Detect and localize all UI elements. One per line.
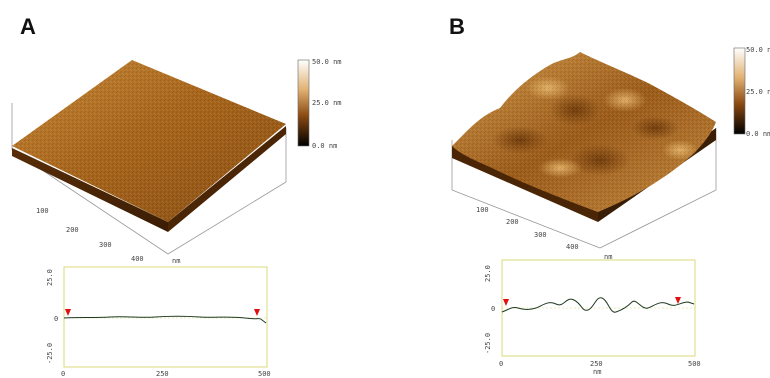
panel-a-scale-mid: 25.0 nm — [312, 99, 342, 107]
panel-a-marker-right — [254, 309, 260, 316]
panel-a-profile-xtick: 250 — [156, 370, 169, 378]
panel-b-axis-tick: 400 — [566, 243, 579, 251]
panel-a-surface-plot: 100 200 300 400 nm — [11, 60, 287, 265]
panel-a-marker-left — [65, 309, 71, 316]
panel-b-profile-xtick: 250 — [590, 360, 603, 368]
panel-b-profile-xunit: nm — [593, 368, 601, 376]
panel-a-profile-xtick: 0 — [61, 370, 65, 378]
panel-a-profile-line — [63, 315, 267, 324]
panel-b-surface-plot: 100 200 300 400 nm — [451, 52, 717, 261]
panel-b-profile-ytick: 0 — [491, 305, 495, 313]
panel-b-axis-tick: 300 — [534, 231, 547, 239]
panel-b-marker-left — [503, 299, 509, 306]
panel-a-profile-ytick: -25.0 — [46, 343, 54, 364]
panel-a-axis-tick: 200 — [66, 226, 79, 234]
panel-a-axis-unit: nm — [172, 257, 180, 265]
panel-b-axis-unit: nm — [604, 253, 612, 261]
panel-a-axis-tick: 100 — [36, 207, 49, 215]
panel-a-profile-ytick: 25.0 — [46, 269, 54, 286]
panel-a-axis-tick: 300 — [99, 241, 112, 249]
panel-b-marker-right — [675, 297, 681, 304]
panel-a-axis-tick: 400 — [131, 255, 144, 263]
panel-b-profile-ytick: 25.0 — [484, 265, 492, 282]
panel-a-scale-max: 50.0 nm — [312, 58, 342, 66]
panel-b-height-profile: 25.0 0 -25.0 0 250 nm 500 — [484, 259, 701, 376]
panel-b-profile-line — [501, 297, 695, 313]
panel-a-profile-ytick: 0 — [54, 315, 58, 323]
panel-a-profile-xtick: 500 — [258, 370, 271, 378]
panel-b-scale-mid: 25.0 nm — [746, 88, 770, 96]
panel-a-color-scale: 50.0 nm 25.0 nm 0.0 nm — [297, 58, 342, 150]
panel-label-b: B — [449, 14, 465, 39]
panel-b-scale-max: 50.0 nm — [746, 46, 770, 54]
panel-b-profile-xtick: 0 — [499, 360, 503, 368]
panel-b-color-scale: 50.0 nm 25.0 nm 0.0 nm — [733, 46, 770, 138]
panel-b-axis-tick: 200 — [506, 218, 519, 226]
panel-b-axis-tick: 100 — [476, 206, 489, 214]
panel-a-height-profile: 25.0 0 -25.0 0 250 500 — [46, 266, 271, 378]
panel-label-a: A — [20, 14, 36, 39]
panel-b-scale-min: 0.0 nm — [746, 130, 770, 138]
panel-b-profile-xtick: 500 — [688, 360, 701, 368]
panel-b-profile-ytick: -25.0 — [484, 333, 492, 354]
panel-a-scale-min: 0.0 nm — [312, 142, 337, 150]
